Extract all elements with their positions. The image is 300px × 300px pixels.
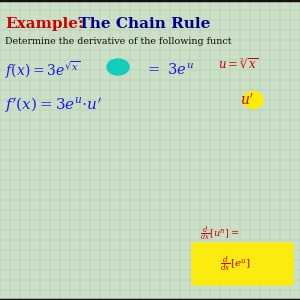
Text: $\frac{d}{dx}[u^{n}] =$: $\frac{d}{dx}[u^{n}] =$ [200, 224, 239, 244]
Text: $u = \sqrt[2]{x}$: $u = \sqrt[2]{x}$ [218, 57, 259, 71]
Text: $u'$: $u'$ [240, 92, 254, 108]
Ellipse shape [107, 59, 129, 75]
Text: Determine the derivative of the following funct: Determine the derivative of the followin… [5, 38, 232, 46]
Text: The Chain Rule: The Chain Rule [68, 17, 210, 31]
Text: $f(x) = 3e^{\sqrt{x}}$: $f(x) = 3e^{\sqrt{x}}$ [5, 59, 80, 81]
Text: $\frac{d}{dx}[e^{u}]$: $\frac{d}{dx}[e^{u}]$ [220, 254, 251, 274]
Text: Example:: Example: [5, 17, 84, 31]
FancyBboxPatch shape [192, 243, 293, 285]
Ellipse shape [243, 92, 263, 109]
Text: $= \ 3e^{u}$: $= \ 3e^{u}$ [145, 62, 194, 78]
Text: $f'(x) = 3e^{u}{\cdot}u'$: $f'(x) = 3e^{u}{\cdot}u'$ [5, 95, 102, 115]
